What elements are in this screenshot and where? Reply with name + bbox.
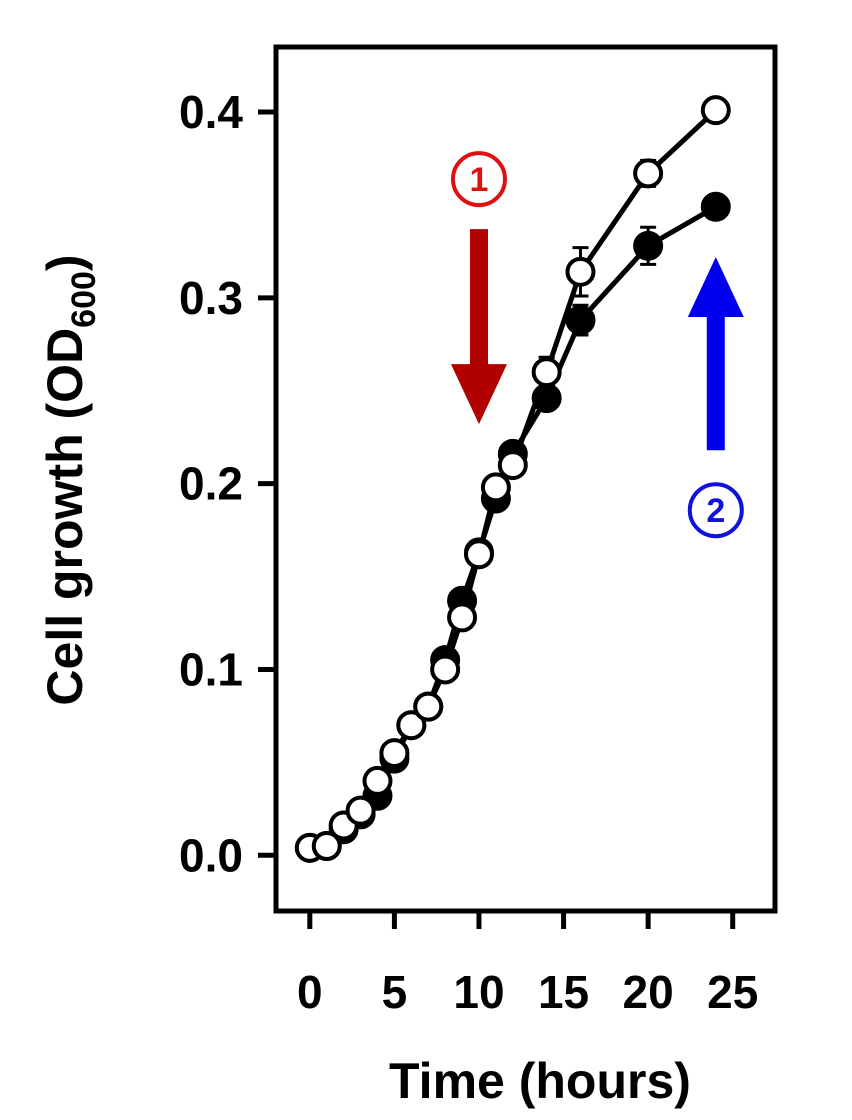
filled-series bbox=[294, 191, 731, 863]
annotation-arrow bbox=[687, 256, 744, 451]
open-series-point bbox=[396, 710, 427, 741]
open-series-point bbox=[413, 691, 444, 722]
open-series-point bbox=[700, 95, 731, 126]
open-series-point bbox=[565, 256, 596, 287]
y-axis-title: Cell growth (OD600) bbox=[37, 254, 103, 705]
y-axis-title-subscript: 600 bbox=[65, 271, 103, 328]
x-tick-label: 10 bbox=[453, 966, 504, 1018]
y-tick-label: 0.0 bbox=[179, 829, 243, 881]
annotation-circle bbox=[450, 151, 507, 208]
annotation-2: 2 bbox=[687, 256, 744, 539]
open-series-point bbox=[531, 357, 562, 388]
y-tick-label: 0.4 bbox=[179, 86, 243, 138]
open-series-point bbox=[345, 795, 376, 826]
filled-series-point bbox=[700, 191, 731, 222]
annotation-1: 1 bbox=[450, 151, 507, 425]
annotation-layer: 12 bbox=[450, 151, 744, 539]
x-tick-label: 20 bbox=[623, 966, 674, 1018]
x-axis-title: Time (hours) bbox=[389, 1053, 691, 1109]
open-series-point bbox=[497, 450, 528, 481]
filled-series-line bbox=[309, 204, 718, 851]
open-series-point bbox=[463, 539, 494, 570]
x-axis-ticks: 0 5 10 15 20 25 bbox=[297, 911, 758, 1018]
y-tick-label: 0.1 bbox=[179, 643, 243, 695]
filled-series-point bbox=[633, 230, 664, 261]
y-tick-label: 0.3 bbox=[179, 272, 243, 324]
x-tick-label: 5 bbox=[382, 966, 408, 1018]
annotation-circle bbox=[687, 482, 744, 539]
x-tick-label: 25 bbox=[707, 966, 758, 1018]
annotation-label: 2 bbox=[706, 492, 725, 530]
open-series-point bbox=[447, 602, 478, 633]
filled-series-point bbox=[565, 305, 596, 336]
y-axis-title-close: ) bbox=[37, 254, 93, 271]
y-axis-title-main: Cell growth (OD bbox=[37, 328, 93, 706]
open-series-point bbox=[362, 765, 393, 796]
open-series-point bbox=[480, 472, 511, 503]
open-series-point bbox=[430, 654, 461, 685]
y-axis-ticks: 0.0 0.1 0.2 0.3 0.4 bbox=[179, 86, 276, 881]
open-series-point bbox=[379, 738, 410, 769]
open-series bbox=[294, 95, 731, 863]
x-tick-label: 15 bbox=[538, 966, 589, 1018]
y-tick-label: 0.2 bbox=[179, 458, 243, 510]
annotation-arrow bbox=[450, 229, 507, 425]
open-series-point bbox=[311, 830, 342, 861]
annotation-label: 1 bbox=[470, 161, 489, 199]
series-layer bbox=[294, 95, 731, 863]
plot-frame bbox=[273, 44, 778, 914]
open-series-point bbox=[633, 158, 664, 189]
x-tick-label: 0 bbox=[297, 966, 323, 1018]
